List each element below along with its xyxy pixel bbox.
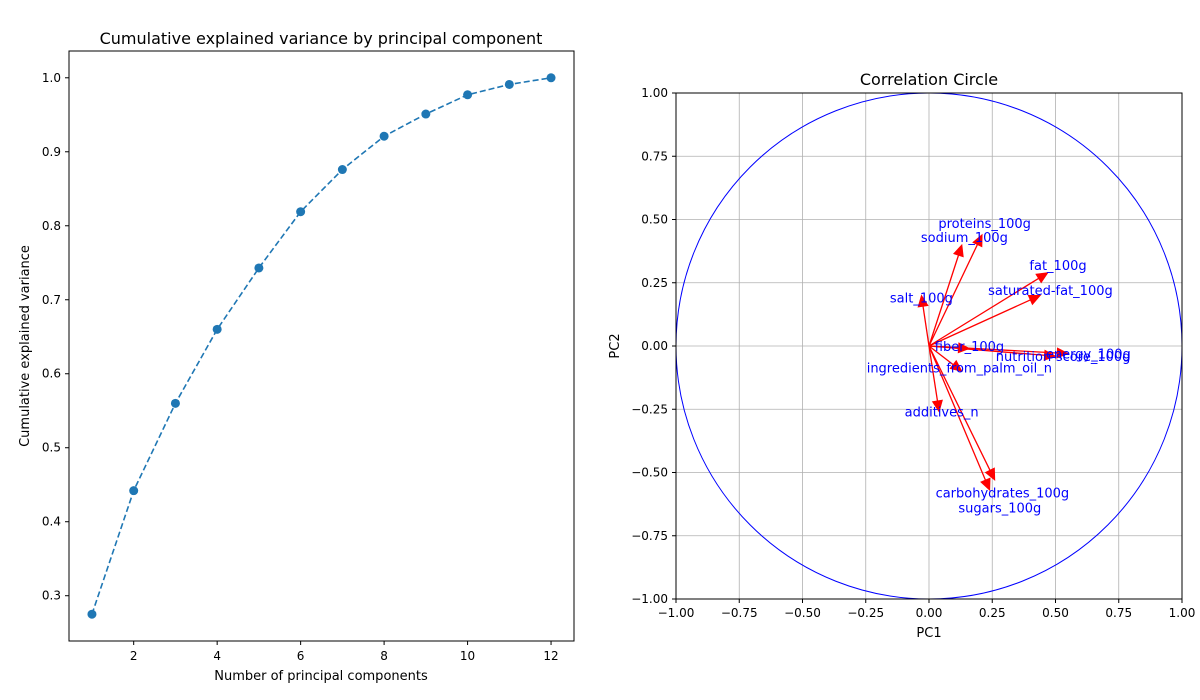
loading-vector-ingredients_from_palm_oil_n [928, 345, 963, 372]
vector-label: proteins_100g [938, 217, 1031, 232]
vector-label: energy_100g [1046, 347, 1131, 362]
correlation-y-tick-label: 0.50 [641, 213, 668, 227]
vector-arrow-head [1035, 272, 1049, 284]
vector-label: fat_100g [1029, 259, 1086, 274]
correlation-x-axis-label: PC1 [916, 626, 941, 641]
vector-arrow-shaft [928, 244, 978, 347]
variance-series-line [91, 76, 552, 615]
vector-label: fiber_100g [935, 340, 1004, 355]
vector-arrow-shaft [928, 345, 991, 471]
correlation-circle-chart: Correlation Circle proteins_100gsodium_1… [608, 70, 1195, 641]
loading-vector-sodium_100g [928, 243, 964, 347]
loading-vector-additives_n [928, 345, 943, 413]
vector-label: additives_n [905, 406, 979, 421]
correlation-y-tick-label: −0.25 [631, 402, 668, 416]
variance-data-point [337, 165, 347, 175]
variance-data-point [254, 263, 264, 273]
loading-vector-nutrition-score_100g [928, 345, 1057, 361]
vector-label: sugars_100g [958, 502, 1041, 517]
correlation-y-tick-label: −1.00 [631, 592, 668, 606]
variance-plot-frame [68, 50, 575, 642]
variance-data-point [463, 90, 473, 100]
variance-y-tick-label: 1.0 [42, 71, 61, 85]
variance-data-point [87, 609, 97, 619]
vector-label: carbohydrates_100g [936, 487, 1070, 502]
correlation-y-tick-label: −0.75 [631, 529, 668, 543]
correlation-x-tick-label: 1.00 [1169, 606, 1196, 620]
loading-vector-proteins_100g [928, 233, 983, 347]
loading-vector-salt_100g [917, 294, 930, 347]
variance-x-tick-label: 8 [380, 649, 388, 663]
vector-arrow-shaft [928, 345, 1045, 356]
correlation-x-tick-label: 0.25 [979, 606, 1006, 620]
variance-data-point [170, 398, 180, 408]
variance-chart: Cumulative explained variance by princip… [18, 29, 575, 684]
vector-label: saturated-fat_100g [988, 284, 1113, 299]
loading-vector-carbohydrates_100g [928, 345, 996, 481]
vector-arrow-head [972, 233, 983, 248]
vector-arrow-head [1056, 347, 1070, 359]
variance-x-tick-label: 12 [543, 649, 558, 663]
vector-arrow-head [984, 467, 996, 481]
vector-arrow-head [1027, 294, 1042, 306]
loading-vector-sugars_100g [928, 345, 991, 492]
variance-x-tick-label: 10 [460, 649, 475, 663]
correlation-x-tick-label: −0.25 [847, 606, 884, 620]
correlation-y-tick-label: 1.00 [641, 86, 668, 100]
variance-data-point [296, 207, 306, 217]
variance-y-tick-label: 0.4 [42, 515, 61, 529]
loading-vector-saturated-fat_100g [928, 294, 1042, 347]
vector-arrow-shaft [928, 345, 987, 481]
variance-data-point [504, 79, 514, 89]
vector-arrow-head [953, 243, 964, 258]
variance-chart-title: Cumulative explained variance by princip… [100, 29, 543, 48]
vector-arrow-head [980, 477, 991, 492]
correlation-y-axis-label: PC2 [608, 333, 623, 358]
correlation-x-tick-label: 0.50 [1042, 606, 1069, 620]
variance-y-tick-label: 0.5 [42, 441, 61, 455]
vector-label: sodium_100g [921, 231, 1008, 246]
variance-data-point [546, 73, 556, 83]
variance-data-point [379, 131, 389, 141]
variance-x-tick-label: 4 [213, 649, 221, 663]
correlation-chart-title: Correlation Circle [860, 70, 998, 89]
vector-arrow-shaft [928, 345, 954, 366]
loading-vector-fat_100g [928, 272, 1049, 347]
variance-y-axis-label: Cumulative explained variance [18, 245, 33, 447]
vector-label: nutrition-score_100g [996, 350, 1131, 365]
correlation-y-tick-label: −0.50 [631, 466, 668, 480]
vector-arrow-shaft [928, 299, 1031, 347]
vector-arrow-shaft [928, 255, 960, 347]
vector-arrow-head [1043, 349, 1057, 361]
correlation-y-tick-label: 0.00 [641, 339, 668, 353]
correlation-x-tick-label: −0.75 [721, 606, 758, 620]
variance-y-tick-label: 0.3 [42, 589, 61, 603]
variance-x-tick-label: 6 [297, 649, 305, 663]
variance-y-tick-label: 0.6 [42, 367, 61, 381]
correlation-x-tick-label: 0.00 [916, 606, 943, 620]
variance-data-point [212, 324, 222, 334]
variance-y-tick-label: 0.9 [42, 145, 61, 159]
vector-arrow-head [931, 399, 943, 413]
variance-x-tick-label: 2 [130, 649, 138, 663]
vector-arrow-shaft [928, 277, 1039, 347]
vector-arrow-shaft [922, 306, 930, 347]
variance-data-point [421, 109, 431, 119]
variance-x-axis-label: Number of principal components [214, 669, 428, 684]
correlation-y-tick-label: 0.75 [641, 149, 668, 163]
vector-arrow-head [917, 294, 929, 308]
vector-arrow-shaft [928, 345, 939, 402]
variance-data-point [129, 486, 139, 496]
vector-label: ingredients_from_palm_oil_n [867, 361, 1052, 376]
correlation-x-tick-label: −0.50 [784, 606, 821, 620]
vector-arrow-head [949, 359, 963, 372]
vector-label: salt_100g [890, 292, 953, 307]
correlation-y-tick-label: 0.25 [641, 276, 668, 290]
correlation-x-tick-label: 0.75 [1105, 606, 1132, 620]
variance-y-tick-label: 0.8 [42, 219, 61, 233]
variance-y-tick-label: 0.7 [42, 293, 61, 307]
correlation-x-tick-label: −1.00 [658, 606, 695, 620]
